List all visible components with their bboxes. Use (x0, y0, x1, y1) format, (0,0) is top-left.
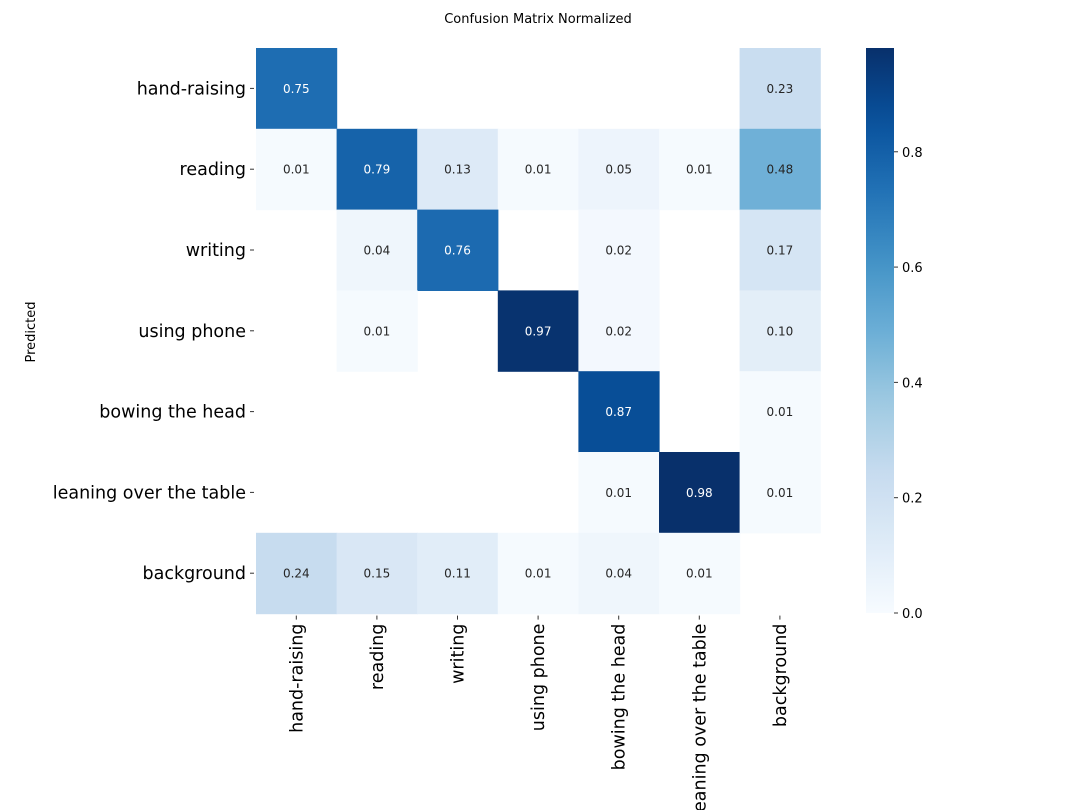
heatmap-cell (497, 290, 579, 372)
row-tick-labels: hand-raising reading writing using phone bow… (53, 79, 254, 584)
colorbar-tick-label: 0.2 (902, 492, 923, 507)
column-label: bowing the head (610, 624, 630, 771)
row-label: hand-raising (137, 79, 246, 99)
row-label: using phone (138, 322, 246, 342)
column-tick-labels: hand-raising reading writing using phone bow… (287, 615, 791, 810)
cell-value-label: 0.98 (686, 486, 713, 500)
cell-value-label: 0.02 (605, 244, 632, 258)
colorbar-gradient (866, 48, 894, 613)
cell-value-label: 0.01 (767, 486, 794, 500)
cell-value-label: 0.01 (605, 486, 632, 500)
chart-title: Confusion Matrix Normalized (444, 12, 632, 27)
cell-value-label: 0.04 (605, 567, 632, 581)
heatmap-cell (256, 128, 338, 211)
heatmap-cell (739, 452, 821, 534)
column-label: leaning over the table (690, 624, 710, 810)
heatmap-cell (739, 371, 821, 453)
heatmap-cell (659, 532, 741, 615)
cell-value-label: 0.02 (605, 324, 632, 338)
colorbar-tick-label: 0.6 (902, 261, 923, 276)
row-label: leaning over the table (53, 483, 246, 503)
colorbar: 0.0 0.2 0.4 0.6 0.8 (866, 48, 923, 622)
cell-value-label: 0.48 (767, 163, 794, 177)
row-label: background (142, 564, 246, 584)
heatmap-cell (739, 209, 821, 291)
y-axis-label: Predicted (24, 301, 39, 362)
heatmap-cell (739, 290, 821, 372)
heatmap-cell (659, 452, 741, 534)
row-label: bowing the head (99, 403, 246, 423)
cell-value-label: 0.01 (283, 163, 310, 177)
cell-value-label: 0.05 (605, 163, 632, 177)
cell-value-label: 0.15 (364, 567, 391, 581)
cell-value-label: 0.24 (283, 567, 310, 581)
cell-value-label: 0.75 (283, 82, 310, 96)
heatmap-cell (417, 128, 499, 211)
heatmap-cell (256, 532, 338, 615)
heatmap-cell (336, 128, 418, 211)
colorbar-tick-label: 0.8 (902, 146, 923, 161)
heatmap-cell (336, 532, 418, 615)
heatmap-cells: 0.75 0.23 0.01 0.79 0.13 0.01 0.05 0.01 0.48 0.04… (256, 48, 821, 615)
column-label: reading (368, 624, 388, 690)
cell-value-label: 0.76 (444, 244, 471, 258)
heatmap-cell (578, 209, 660, 291)
cell-value-label: 0.01 (364, 324, 391, 338)
heatmap-cell (578, 532, 660, 615)
cell-value-label: 0.01 (767, 405, 794, 419)
cell-value-label: 0.23 (767, 82, 794, 96)
cell-value-label: 0.87 (605, 405, 632, 419)
cell-value-label: 0.04 (364, 244, 391, 258)
heatmap-cell (578, 290, 660, 372)
cell-value-label: 0.97 (525, 324, 552, 338)
column-label: background (771, 624, 791, 728)
colorbar-tick-label: 0.4 (902, 376, 923, 391)
heatmap-cell (739, 48, 821, 130)
heatmap-cell (336, 290, 418, 372)
heatmap-cell (497, 128, 579, 211)
cell-value-label: 0.79 (364, 163, 391, 177)
heatmap-cell (256, 48, 338, 130)
heatmap-cell (739, 128, 821, 211)
heatmap-cell (417, 532, 499, 615)
heatmap-cell (659, 128, 741, 211)
heatmap-cell (578, 452, 660, 534)
cell-value-label: 0.01 (686, 567, 713, 581)
cell-value-label: 0.01 (525, 163, 552, 177)
heatmap-cell (417, 209, 499, 291)
row-label: reading (180, 160, 246, 180)
colorbar-tick-label: 0.0 (902, 607, 923, 622)
heatmap-cell (578, 371, 660, 453)
cell-value-label: 0.17 (767, 244, 794, 258)
column-label: writing (449, 624, 469, 684)
cell-value-label: 0.01 (525, 567, 552, 581)
heatmap-cell (578, 128, 660, 211)
heatmap-cell (497, 532, 579, 615)
cell-value-label: 0.10 (767, 324, 794, 338)
column-label: using phone (529, 624, 549, 732)
cell-value-label: 0.01 (686, 163, 713, 177)
row-label: writing (186, 241, 246, 261)
cell-value-label: 0.13 (444, 163, 471, 177)
heatmap-cell (336, 209, 418, 291)
column-label: hand-raising (287, 624, 307, 733)
cell-value-label: 0.11 (444, 567, 471, 581)
